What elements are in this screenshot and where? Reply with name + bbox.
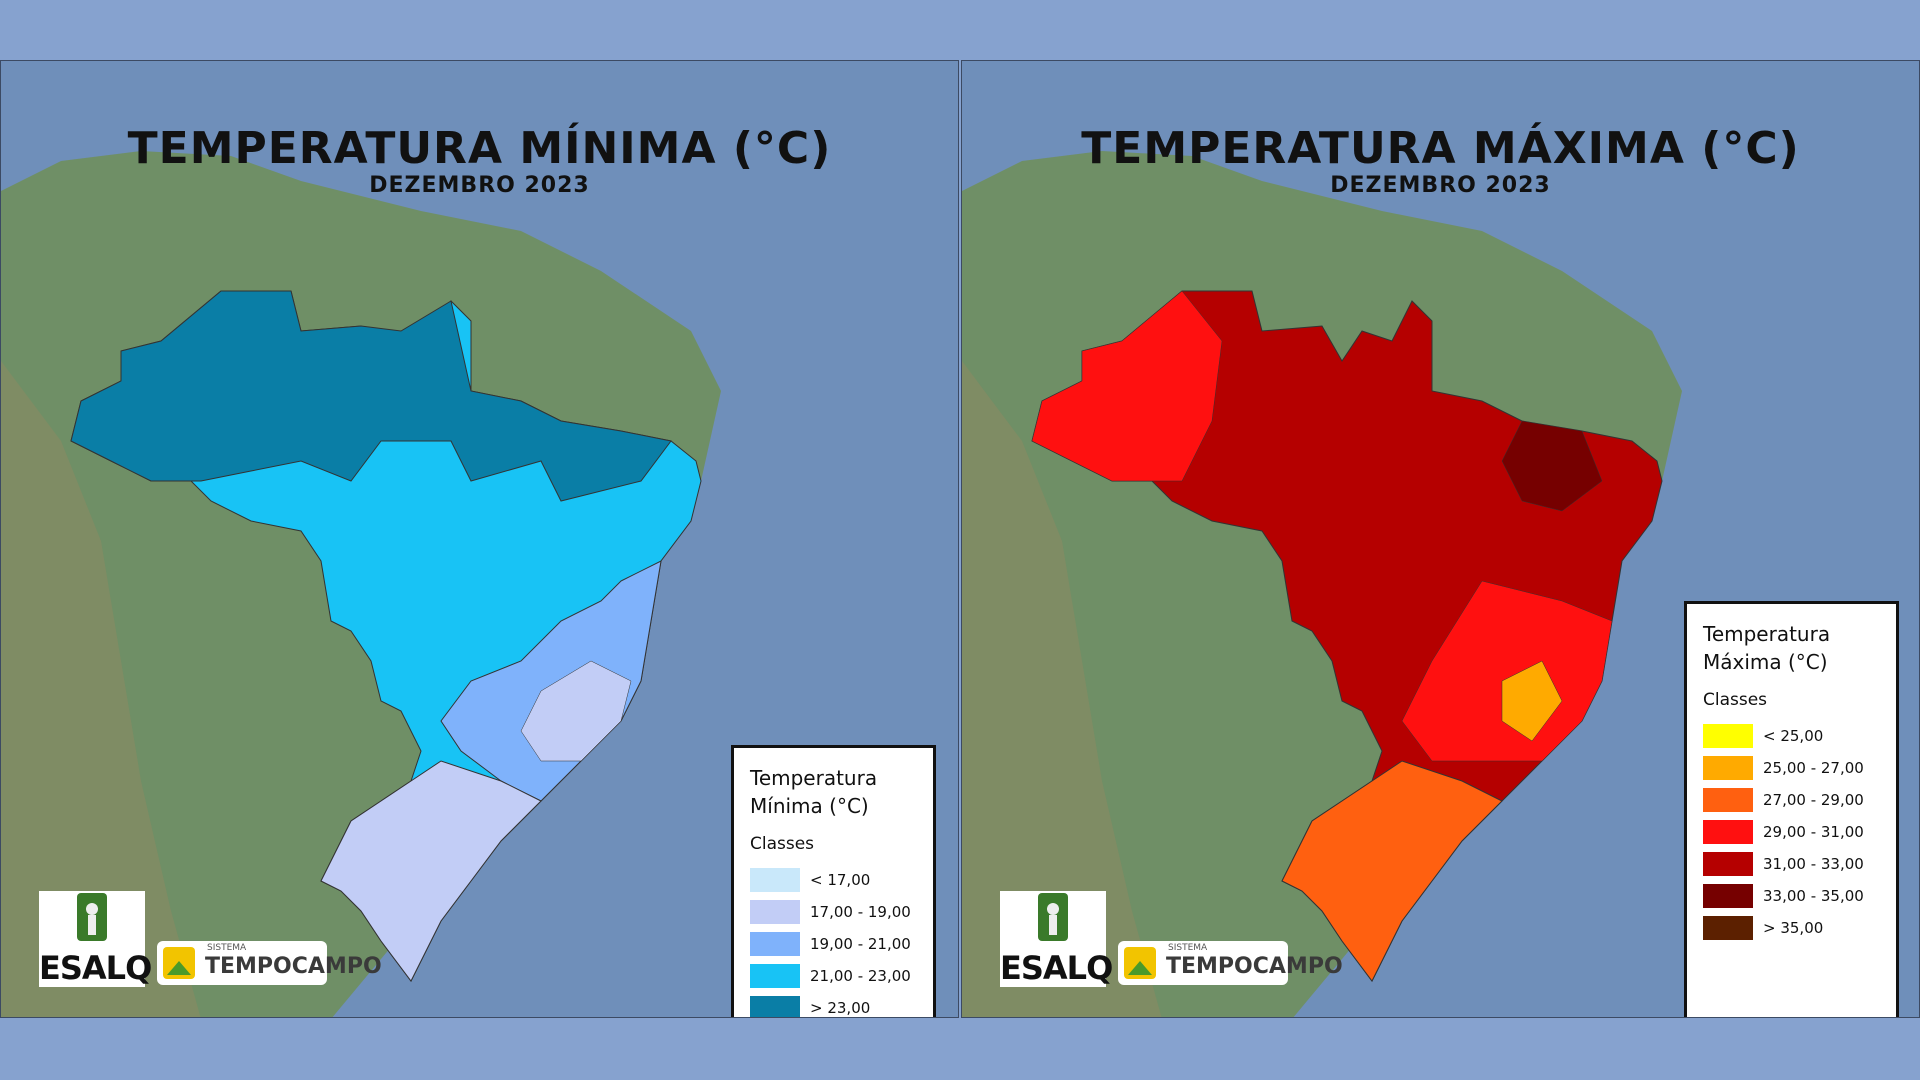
map-title: TEMPERATURA MÍNIMA (°C) xyxy=(127,123,832,174)
legend-item-label: 17,00 - 19,00 xyxy=(810,903,911,921)
esalq-logo: ESALQ xyxy=(39,891,152,987)
andes-ridge xyxy=(1,361,201,1017)
legend-swatch xyxy=(1703,916,1753,940)
legend-title-line1: Temperatura xyxy=(750,766,878,790)
legend-item: 31,00 - 33,00 xyxy=(1703,848,1880,880)
legend-swatch xyxy=(750,900,800,924)
map-subtitle: DEZEMBRO 2023 xyxy=(369,173,590,198)
legend-swatch xyxy=(750,996,800,1017)
tempocampo-sun-icon xyxy=(163,947,195,979)
esalq-logo: ESALQ xyxy=(1000,891,1113,987)
tempocampo-sun-icon xyxy=(1124,947,1156,979)
legend-item: 17,00 - 19,00 xyxy=(750,896,917,928)
legend-item-label: 33,00 - 35,00 xyxy=(1763,887,1864,905)
tempocampo-sistema-text: SISTEMA xyxy=(207,943,247,953)
tempocampo-logo: SISTEMA TEMPOCAMPO xyxy=(157,941,382,985)
legend-item: 27,00 - 29,00 xyxy=(1703,784,1880,816)
tempocampo-logo: SISTEMA TEMPOCAMPO xyxy=(1118,941,1343,985)
maximum-temperature-map-panel: TEMPERATURA MÁXIMA (°C) DEZEMBRO 2023 Te… xyxy=(961,60,1920,1018)
legend-item: 33,00 - 35,00 xyxy=(1703,880,1880,912)
map-title: TEMPERATURA MÁXIMA (°C) xyxy=(1081,123,1800,174)
tempocampo-logo-text: TEMPOCAMPO xyxy=(205,954,382,979)
legend-item-label: < 17,00 xyxy=(810,871,871,889)
legend-swatch xyxy=(1703,884,1753,908)
legend-swatch xyxy=(1703,756,1753,780)
legend-item: > 23,00 xyxy=(750,992,917,1017)
legend: Temperatura Máxima (°C) Classes < 25,00 … xyxy=(1684,601,1899,1017)
tempocampo-logo-text: TEMPOCAMPO xyxy=(1166,954,1343,979)
hottest-region-northeast xyxy=(1501,420,1603,512)
esalq-logo-text: ESALQ xyxy=(39,949,152,987)
minimum-temperature-map xyxy=(1,61,958,1017)
map-subtitle: DEZEMBRO 2023 xyxy=(1330,173,1551,198)
legend-item: 25,00 - 27,00 xyxy=(1703,752,1880,784)
warm-region-north xyxy=(70,290,672,502)
legend-item-label: 31,00 - 33,00 xyxy=(1763,855,1864,873)
cooler-region-south xyxy=(320,760,542,982)
esalq-shield-icon xyxy=(1000,891,1106,949)
legend-item-label: 27,00 - 29,00 xyxy=(1763,791,1864,809)
legend-title-line2: Mínima (°C) xyxy=(750,794,869,818)
legend-item-label: 25,00 - 27,00 xyxy=(1763,759,1864,777)
legend-item: < 17,00 xyxy=(750,864,917,896)
legend-swatch xyxy=(750,868,800,892)
legend: Temperatura Mínima (°C) Classes < 17,00 … xyxy=(731,745,936,1017)
legend-swatch xyxy=(1703,820,1753,844)
legend-item-label: 21,00 - 23,00 xyxy=(810,967,911,985)
andes-ridge xyxy=(962,361,1162,1017)
legend-item-label: 29,00 - 31,00 xyxy=(1763,823,1864,841)
cool-patch-mg xyxy=(520,660,632,762)
legend-item: 21,00 - 23,00 xyxy=(750,960,917,992)
tempocampo-sistema-text: SISTEMA xyxy=(1168,943,1208,953)
legend-item-label: 19,00 - 21,00 xyxy=(810,935,911,953)
legend-item: > 35,00 xyxy=(1703,912,1880,944)
minimum-temperature-map-panel: TEMPERATURA MÍNIMA (°C) DEZEMBRO 2023 Te… xyxy=(0,60,959,1018)
legend-classes-label: Classes xyxy=(750,834,815,854)
legend-title-line2: Máxima (°C) xyxy=(1703,650,1828,674)
legend-swatch xyxy=(1703,852,1753,876)
legend-item-label: > 23,00 xyxy=(810,999,871,1017)
legend-item: < 25,00 xyxy=(1703,720,1880,752)
cooler-patch-southeast xyxy=(1501,660,1563,742)
legend-item: 19,00 - 21,00 xyxy=(750,928,917,960)
hot-region-west xyxy=(1031,290,1223,482)
legend-classes-label: Classes xyxy=(1703,690,1768,710)
legend-title-line1: Temperatura xyxy=(1703,622,1831,646)
legend-swatch xyxy=(1703,724,1753,748)
legend-swatch xyxy=(750,964,800,988)
legend-swatch xyxy=(1703,788,1753,812)
esalq-logo-text: ESALQ xyxy=(1000,949,1113,987)
legend-swatch xyxy=(750,932,800,956)
mild-region-south xyxy=(1281,760,1503,982)
legend-item-label: > 35,00 xyxy=(1763,919,1824,937)
legend-item: 29,00 - 31,00 xyxy=(1703,816,1880,848)
warm-region-southeast xyxy=(1401,580,1613,762)
esalq-shield-icon xyxy=(39,891,145,949)
legend-item-label: < 25,00 xyxy=(1763,727,1824,745)
